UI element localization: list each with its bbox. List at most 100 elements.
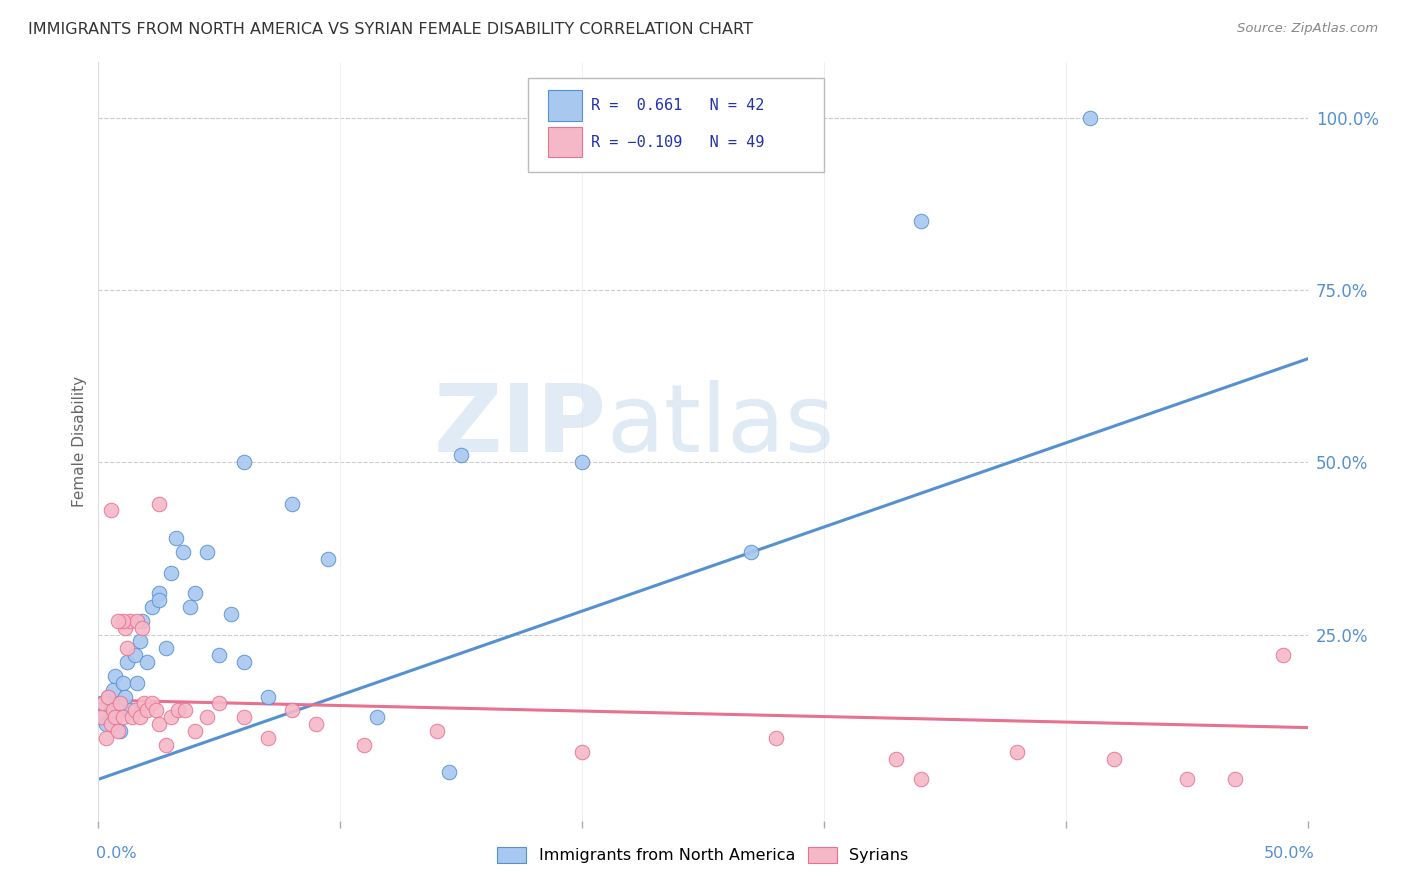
Point (108, 697, 131, 711)
Point (107, 703, 129, 717)
Point (128, 710, 150, 724)
Text: 0.0%: 0.0% (96, 847, 136, 861)
Point (94, 731, 117, 745)
Point (94, 717, 117, 731)
Point (145, 703, 167, 717)
Point (107, 614, 129, 628)
Point (195, 710, 218, 724)
Point (172, 545, 194, 559)
Point (221, 607, 243, 621)
Point (117, 641, 139, 656)
Point (100, 717, 122, 731)
Point (127, 614, 149, 628)
Point (740, 545, 762, 559)
Point (1175, 772, 1198, 787)
Text: atlas: atlas (606, 380, 835, 473)
Point (128, 634, 150, 648)
Legend: Immigrants from North America, Syrians: Immigrants from North America, Syrians (491, 840, 915, 870)
Point (118, 703, 141, 717)
Point (316, 551, 339, 566)
Point (167, 703, 190, 717)
Point (1102, 751, 1125, 765)
Point (135, 703, 157, 717)
Text: IMMIGRANTS FROM NORTH AMERICA VS SYRIAN FEMALE DISABILITY CORRELATION CHART: IMMIGRANTS FROM NORTH AMERICA VS SYRIAN … (28, 22, 754, 37)
Point (165, 531, 187, 545)
Point (281, 497, 304, 511)
Point (353, 738, 375, 752)
Point (232, 455, 254, 469)
Point (91, 710, 114, 724)
Point (160, 710, 183, 724)
Text: R =  0.661   N = 42: R = 0.661 N = 42 (591, 98, 763, 113)
Point (437, 765, 460, 780)
Point (155, 738, 177, 752)
Point (97, 690, 120, 704)
Text: Source: ZipAtlas.com: Source: ZipAtlas.com (1237, 22, 1378, 36)
Point (1078, 111, 1101, 125)
Point (100, 503, 122, 517)
Point (97, 690, 120, 704)
Point (118, 614, 141, 628)
Point (135, 655, 157, 669)
Point (148, 497, 170, 511)
Point (1272, 648, 1295, 663)
Point (111, 614, 134, 628)
Point (232, 710, 254, 724)
Point (571, 745, 593, 759)
Point (104, 710, 127, 724)
Point (305, 717, 328, 731)
Text: ZIP: ZIP (433, 380, 606, 473)
Point (195, 545, 218, 559)
Point (134, 697, 156, 711)
Point (426, 724, 449, 739)
Point (107, 724, 129, 739)
Point (117, 655, 139, 669)
Text: R = −0.109   N = 49: R = −0.109 N = 49 (591, 135, 763, 150)
Point (141, 697, 163, 711)
Point (256, 731, 278, 745)
Point (127, 675, 149, 690)
Point (174, 703, 197, 717)
FancyBboxPatch shape (527, 78, 824, 172)
Point (450, 448, 472, 462)
Point (910, 214, 932, 228)
Point (571, 455, 593, 469)
Point (114, 621, 136, 635)
Point (121, 710, 143, 724)
Point (184, 724, 207, 739)
Point (111, 675, 134, 690)
Point (90, 710, 112, 724)
Point (208, 648, 231, 663)
Point (179, 599, 201, 614)
Point (765, 731, 787, 745)
Point (366, 710, 388, 724)
Point (104, 669, 127, 683)
Point (155, 641, 177, 656)
Point (148, 593, 170, 607)
Point (232, 655, 254, 669)
Point (1223, 772, 1246, 787)
Point (100, 703, 122, 717)
Point (910, 772, 932, 787)
Point (114, 690, 136, 704)
Point (101, 682, 124, 697)
Point (90, 697, 112, 711)
Point (160, 566, 183, 580)
Point (148, 717, 170, 731)
Point (886, 751, 908, 765)
Point (281, 703, 304, 717)
Point (148, 586, 170, 600)
Point (184, 586, 207, 600)
Point (124, 703, 146, 717)
Y-axis label: Female Disability: Female Disability (72, 376, 87, 508)
Point (208, 697, 231, 711)
Point (101, 703, 124, 717)
Point (124, 648, 146, 663)
Point (91, 697, 114, 711)
Point (141, 599, 163, 614)
Point (131, 621, 153, 635)
FancyBboxPatch shape (548, 90, 582, 120)
Point (256, 690, 278, 704)
Point (108, 724, 131, 739)
Text: 50.0%: 50.0% (1264, 847, 1315, 861)
